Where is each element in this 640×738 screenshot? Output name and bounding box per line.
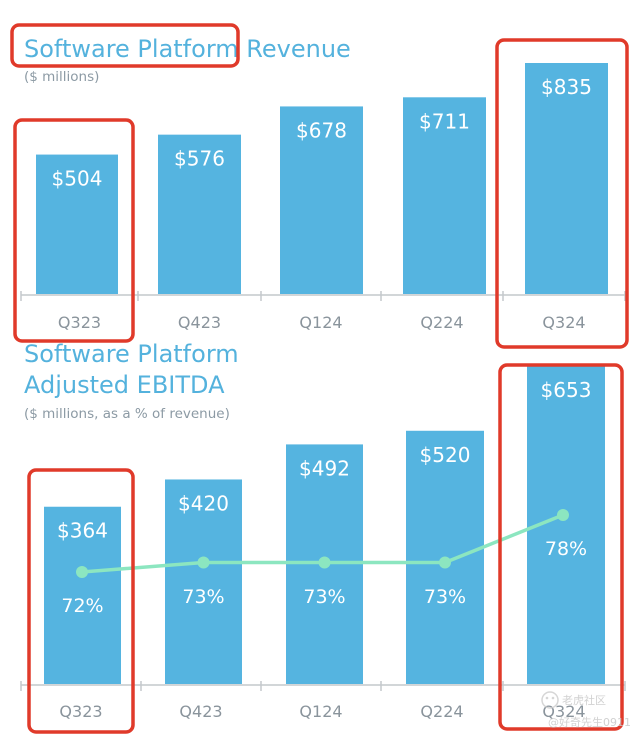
chart1-bar-q323 — [36, 154, 118, 294]
highlight-boxes — [10, 23, 629, 734]
chart1-bar-q224 — [403, 97, 486, 294]
chart2-margin-point — [557, 509, 569, 521]
title-highlight-box — [10, 23, 240, 68]
chart1-q323-highlight-box — [13, 118, 135, 343]
chart1-q324-highlight-box — [495, 38, 629, 349]
chart1-bar-q324 — [525, 63, 608, 294]
chart2-subtitle: ($ millions, as a % of revenue) — [24, 406, 230, 422]
chart2-value-label: $420 — [178, 491, 229, 515]
chart1-value-label: $711 — [419, 109, 470, 133]
chart2-title-line1: Software Platform — [24, 340, 239, 368]
chart1-bar-q124 — [280, 106, 363, 294]
chart2-category-label: Q323 — [59, 702, 102, 721]
chart1-category-label: Q423 — [178, 313, 221, 332]
chart1-category-label: Q324 — [542, 313, 585, 332]
chart1-value-label: $835 — [541, 75, 592, 99]
watermark-brand: 老虎社区 — [562, 693, 606, 707]
tiger-logo-icon — [541, 691, 559, 709]
chart2-margin-label: 72% — [61, 595, 103, 617]
chart2-margin-point — [76, 566, 88, 578]
chart1-value-label: $678 — [296, 118, 347, 142]
chart1-category-label: Q124 — [299, 313, 342, 332]
chart1-category-label: Q323 — [58, 313, 101, 332]
chart2-margin-label: 73% — [424, 586, 466, 608]
chart2-category-label: Q423 — [179, 702, 222, 721]
watermark: 老虎社区 @好奇先生0911 — [541, 691, 631, 729]
watermark-handle: @好奇先生0911 — [548, 715, 631, 729]
chart1-value-label: $504 — [52, 167, 103, 191]
chart1-subtitle: ($ millions) — [24, 69, 99, 85]
chart2-bar-q423 — [165, 479, 242, 684]
chart2-margin-label: 78% — [545, 538, 587, 560]
chart2-title-line2: Adjusted EBITDA — [24, 371, 225, 399]
chart2-q323-highlight-box — [27, 468, 135, 734]
chart2-value-label: $520 — [420, 443, 471, 467]
chart2-q324-highlight-box — [498, 363, 624, 731]
chart2-margin-point — [439, 556, 451, 569]
chart2-value-label: $364 — [57, 519, 108, 543]
chart2-value-label: $653 — [541, 378, 592, 402]
chart1-value-label: $576 — [174, 147, 225, 171]
chart1-title: Software Platform Revenue — [24, 35, 351, 63]
chart2-margin-label: 73% — [303, 586, 345, 608]
chart1-plot: $504 $576 $678 $711 $835 Q323 Q423 Q124 Q224 Q324 — [20, 63, 626, 332]
chart1-category-label: Q224 — [420, 313, 463, 332]
chart2-margin-point — [318, 556, 331, 569]
chart2-bar-q323 — [44, 506, 121, 684]
chart2-margin-label: 73% — [182, 586, 224, 608]
chart1-bar-q423 — [158, 134, 241, 294]
chart2-margin-point — [197, 556, 210, 569]
chart2-category-label: Q224 — [420, 702, 463, 721]
chart2-value-label: $492 — [299, 456, 350, 480]
chart2-category-label: Q124 — [299, 702, 342, 721]
